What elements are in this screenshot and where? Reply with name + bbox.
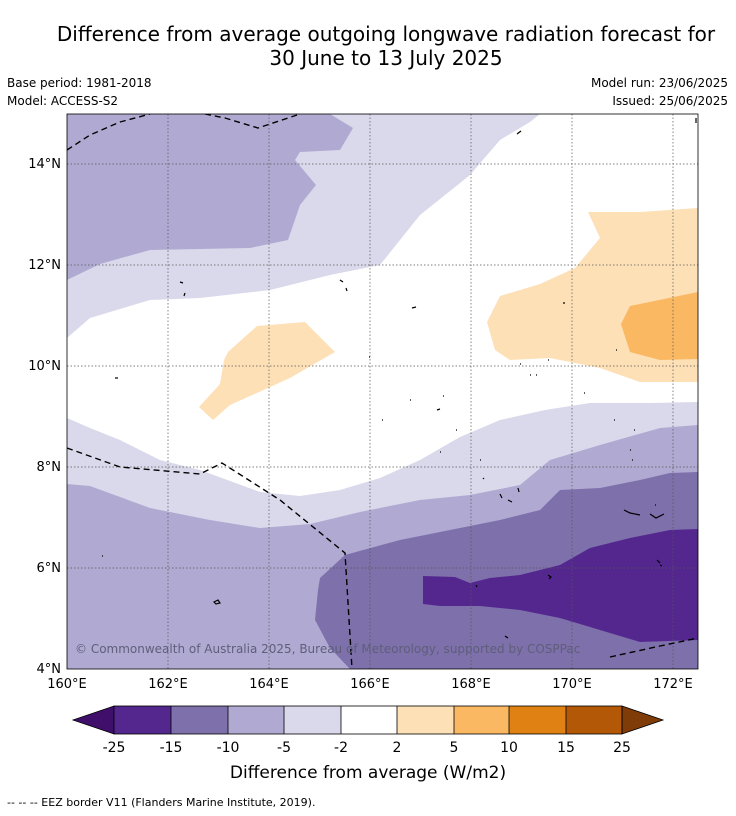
x-tick-label: 172°E [653, 677, 693, 692]
colorbar-tick-label: 2 [393, 740, 402, 756]
y-tick-label: 12°N [28, 258, 61, 273]
x-tick-label: 166°E [350, 677, 390, 692]
map-title: Difference from average outgoing longwav… [0, 22, 736, 70]
map-frame [66, 113, 699, 670]
colorbar: -25 -15 -10 -5 -2 2 5 10 15 25 Differenc… [71, 705, 665, 783]
band-plus5-plus10 [621, 292, 698, 360]
colorbar-segment [284, 706, 341, 734]
colorbar-segment [228, 706, 284, 734]
x-axis: 160°E 162°E 164°E 166°E 168°E 170°E 172°… [47, 677, 693, 692]
colorbar-segment [454, 706, 509, 734]
eez-borders [67, 114, 698, 669]
islands [102, 118, 697, 639]
y-axis: 4°N 6°N 8°N 10°N 12°N 14°N [28, 157, 61, 677]
colorbar-segment [397, 706, 454, 734]
colorbar-tick-label: 15 [557, 740, 575, 756]
colorbar-tick-label: 25 [613, 740, 631, 756]
y-tick-label: 4°N [37, 662, 62, 677]
colorbar-segment [114, 706, 171, 734]
colorbar-tick-label: -5 [277, 740, 291, 756]
copyright-credit: © Commonwealth of Australia 2025, Bureau… [75, 642, 580, 656]
y-tick-label: 14°N [28, 157, 61, 172]
colorbar-tick-label: 5 [450, 740, 459, 756]
title-line-2: 30 June to 13 July 2025 [269, 46, 503, 70]
band-minus25-minus15 [423, 529, 698, 642]
colorbar-segment [566, 706, 622, 734]
issued-date: Issued: 25/06/2025 [612, 94, 728, 108]
x-tick-label: 162°E [148, 677, 188, 692]
y-tick-label: 6°N [37, 561, 62, 576]
x-tick-label: 160°E [47, 677, 87, 692]
meta-right: Model run: 23/06/2025 Issued: 25/06/2025 [591, 74, 728, 110]
colorbar-segment [341, 706, 397, 734]
x-tick-label: 168°E [451, 677, 491, 692]
y-tick-label: 10°N [28, 359, 61, 374]
colorbar-tick-label: -2 [334, 740, 348, 756]
base-period: Base period: 1981-2018 [7, 76, 152, 90]
map-panel[interactable]: © Commonwealth of Australia 2025, Bureau… [67, 114, 698, 669]
x-tick-label: 170°E [552, 677, 592, 692]
y-tick-label: 8°N [37, 460, 62, 475]
title-line-1: Difference from average outgoing longwav… [56, 22, 716, 46]
colorbar-frame [113, 705, 623, 735]
colorbar-segment [171, 706, 228, 734]
band-plus2-plus5-west [199, 322, 335, 420]
band-upper-minus10 [67, 114, 353, 280]
model-name: Model: ACCESS-S2 [7, 94, 119, 108]
colorbar-extend-low [71, 705, 115, 735]
colorbar-tick-label: -25 [103, 740, 126, 756]
colorbar-extend-high [621, 705, 665, 735]
colorbar-title: Difference from average (W/m2) [230, 763, 506, 783]
graticule [67, 114, 698, 669]
x-tick-label: 164°E [249, 677, 289, 692]
colorbar-tick-label: -15 [160, 740, 183, 756]
eez-legend-note: -- -- -- EEZ border V11 (Flanders Marine… [7, 796, 316, 809]
colorbar-tick-label: -10 [217, 740, 240, 756]
colorbar-tick-label: 10 [500, 740, 518, 756]
colorbar-segment [509, 706, 566, 734]
meta-left: Base period: 1981-2018 Model: ACCESS-S2 [7, 74, 152, 110]
model-run: Model run: 23/06/2025 [590, 76, 728, 90]
